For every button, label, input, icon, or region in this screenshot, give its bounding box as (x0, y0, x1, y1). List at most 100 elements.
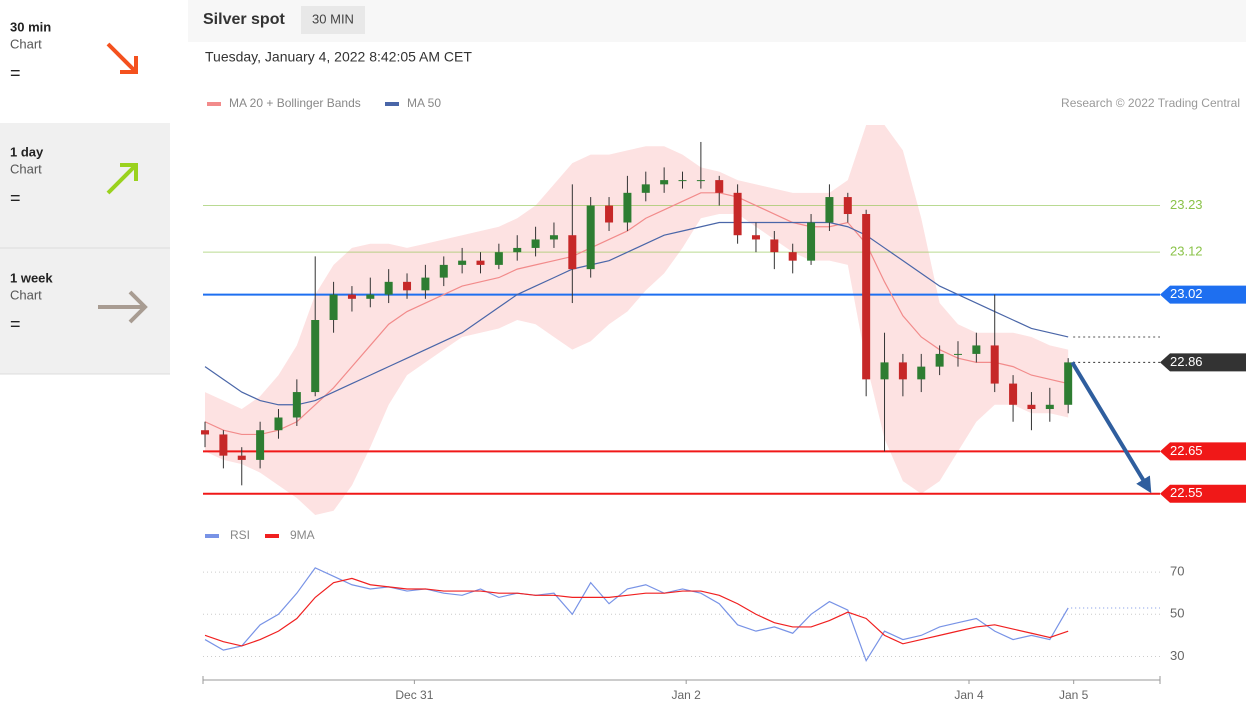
rsi-line (204, 577, 1069, 647)
candle-body (494, 252, 503, 265)
title: Silver spot (203, 11, 285, 28)
level-label: 23.12 (1170, 244, 1203, 259)
legend-label: RSI (230, 528, 250, 542)
candle-body (1045, 404, 1054, 410)
bollinger-band (205, 125, 1069, 515)
candle-body (201, 430, 210, 435)
sidebar-row[interactable] (0, 0, 170, 123)
candle-body (807, 222, 816, 261)
candle-body (366, 294, 375, 299)
rsi-line (204, 567, 1069, 663)
signal: = (10, 188, 21, 208)
badge (301, 6, 365, 34)
candle-body (513, 247, 522, 253)
candle-body (384, 281, 393, 295)
candle-body (751, 235, 760, 240)
legend-swatch (385, 102, 399, 106)
legend-label: MA 50 (407, 96, 441, 110)
y-tick-label: 70 (1170, 564, 1184, 579)
candle-body (586, 205, 595, 270)
date: Tuesday, January 4, 2022 8:42:05 AM CET (205, 49, 472, 65)
level-tag (1160, 442, 1246, 461)
candle-body (898, 362, 907, 380)
signal: = (10, 63, 21, 83)
legend-label: MA 20 + Bollinger Bands (229, 96, 361, 110)
label: Chart (10, 161, 42, 176)
candle-body (770, 239, 779, 253)
period: 30 min (10, 19, 51, 34)
level-tag (1160, 353, 1246, 372)
candle-body (935, 353, 944, 367)
candle-body (641, 184, 650, 193)
candle-body (311, 320, 320, 393)
candle-body (862, 214, 871, 380)
arrow-icon (106, 42, 138, 74)
legend-swatch (207, 102, 221, 106)
candle-body (660, 180, 669, 185)
x-tick-label: Jan 5 (1059, 688, 1089, 702)
level-label: 23.02 (1170, 286, 1203, 301)
candle-body (605, 205, 614, 223)
candle-body (788, 252, 797, 261)
candle-body (219, 434, 228, 456)
label: Chart (10, 36, 42, 51)
candle-body (237, 455, 246, 460)
y-tick-label: 30 (1170, 648, 1184, 663)
period: 1 week (10, 270, 53, 285)
candle-body (329, 294, 338, 320)
arrow-icon (98, 290, 148, 324)
label: Chart (10, 287, 42, 302)
level-tag (1160, 285, 1246, 304)
x-tick-label: Jan 2 (672, 688, 702, 702)
candle-body (953, 353, 962, 355)
candle-body (733, 192, 742, 236)
level-label: 22.86 (1170, 354, 1203, 369)
candle-body (715, 180, 724, 193)
x-tick-label: Jan 4 (954, 688, 984, 702)
candle-body (1027, 404, 1036, 410)
candle-body (403, 281, 412, 291)
x-tick-label: Dec 31 (395, 688, 433, 702)
candle-body (256, 430, 265, 460)
candle-body (549, 235, 558, 240)
ma-line (204, 192, 1069, 436)
candle-body (421, 277, 430, 291)
candle-body (843, 197, 852, 215)
period: 1 day (10, 144, 44, 159)
candle-body (825, 197, 834, 223)
level-label: 23.23 (1170, 197, 1203, 212)
credit: Research © 2022 Trading Central (1061, 96, 1240, 110)
candle-body (678, 180, 687, 182)
level-label: 22.65 (1170, 443, 1203, 458)
candle-body (347, 294, 356, 299)
level-label: 22.55 (1170, 485, 1203, 500)
candle-body (696, 180, 705, 182)
arrow-icon (106, 163, 138, 195)
legend-swatch (265, 534, 279, 538)
candle-body (1064, 362, 1073, 405)
candle-body (1009, 383, 1018, 405)
candle-body (568, 235, 577, 270)
candle-body (458, 260, 467, 265)
ma-line (204, 221, 1069, 406)
target-arrow (1070, 361, 1152, 494)
candle-body (292, 392, 301, 418)
candle-body (439, 264, 448, 278)
candle-body (880, 362, 889, 380)
level-tag (1160, 484, 1246, 503)
candle-body (623, 192, 632, 223)
candle-body (476, 260, 485, 265)
candle-body (972, 345, 981, 354)
sidebar-row[interactable] (0, 248, 170, 374)
candle-body (274, 417, 283, 431)
candle-body (531, 239, 540, 248)
signal: = (10, 314, 21, 334)
legend-label: 9MA (290, 528, 315, 542)
legend-swatch (205, 534, 219, 538)
badge-text: 30 MIN (312, 11, 354, 26)
candle-body (990, 345, 999, 384)
candle-body (917, 366, 926, 380)
sidebar-row[interactable] (0, 123, 170, 248)
y-tick-label: 50 (1170, 606, 1184, 621)
